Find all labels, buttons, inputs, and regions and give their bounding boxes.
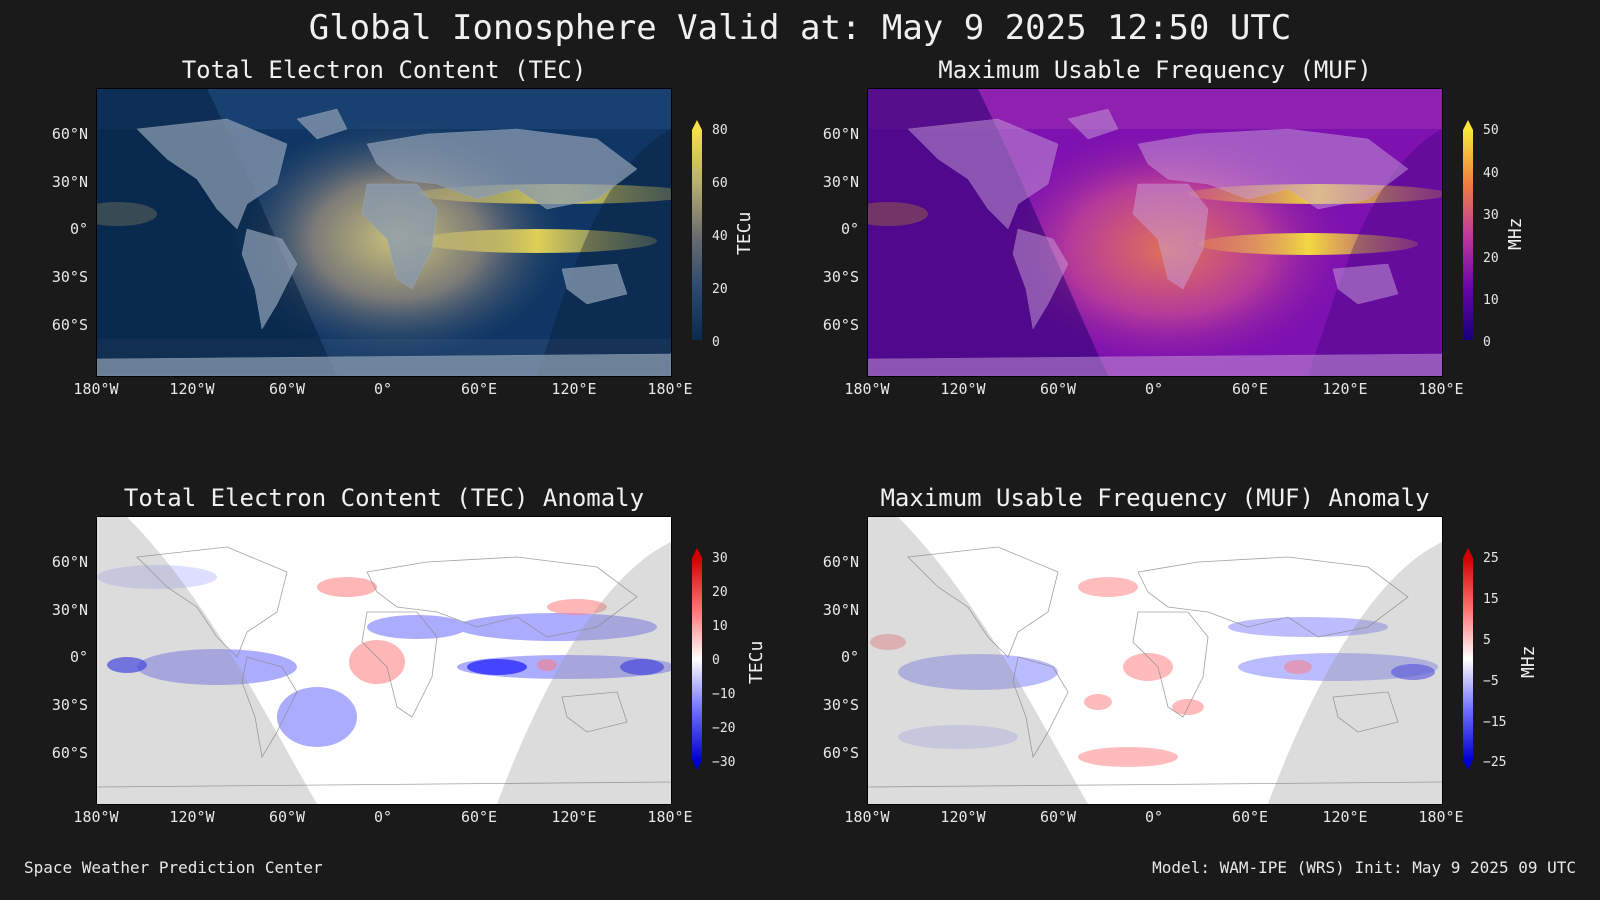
tec-anomaly-colorbar-tick: 10: [712, 619, 728, 634]
muf-anomaly-lat-tick: 30°S: [822, 696, 859, 714]
muf-colorbar-tick: 0: [1483, 335, 1491, 350]
tec-colorbar-extend: [692, 120, 702, 130]
tec-colorbar: [692, 130, 702, 340]
muf-anomaly-colorbar-extend-top: [1463, 548, 1473, 558]
tec-colorbar-tick: 0: [712, 335, 720, 350]
muf-panel-title: Maximum Usable Frequency (MUF): [938, 56, 1372, 84]
tec-anomaly-colorbar-tick: −10: [712, 687, 736, 702]
footer-credit: Space Weather Prediction Center: [24, 858, 323, 877]
muf-anomaly-colorbar-unit: MHz: [1518, 645, 1539, 678]
tec-anomaly-panel-title: Total Electron Content (TEC) Anomaly: [123, 484, 645, 512]
muf-anomaly-lon-tick: 60°E: [1231, 808, 1269, 826]
tec-anomaly-lat-tick: 60°S: [51, 744, 88, 762]
tec-panel-title: Total Electron Content (TEC): [181, 56, 587, 84]
muf-anomaly-colorbar-tick: 5: [1483, 633, 1491, 648]
tec-anomaly-lat-tick: 60°N: [51, 553, 88, 571]
tec-anomaly-colorbar-tick: 20: [712, 585, 728, 600]
tec-anomaly-lon-tick: 60°E: [460, 808, 498, 826]
muf-anomaly-colorbar-tick: −15: [1483, 715, 1507, 730]
muf-colorbar-tick: 30: [1483, 208, 1499, 223]
muf-lat-tick: 60°S: [822, 316, 859, 334]
muf-anomaly-lon-tick: 120°E: [1322, 808, 1368, 826]
tec-anomaly-colorbar-unit: TECu: [746, 640, 767, 684]
tec-anomaly-lon-tick: 0°: [373, 808, 393, 826]
muf-anomaly-map: [867, 516, 1443, 805]
tec-anomaly-lon-tick: 180°W: [73, 808, 119, 826]
tec-anomaly-lat-tick: 30°S: [51, 696, 88, 714]
muf-lon-tick: 120°W: [940, 380, 986, 398]
muf-colorbar-tick: 10: [1483, 293, 1499, 308]
muf-lat-tick: 30°N: [822, 173, 859, 191]
tec-map: [96, 88, 672, 377]
muf-lon-tick: 120°E: [1322, 380, 1368, 398]
tec-anomaly-lon-tick: 120°W: [169, 808, 215, 826]
muf-anomaly-colorbar-extend-bottom: [1463, 760, 1473, 770]
tec-lon-tick: 0°: [373, 380, 393, 398]
muf-colorbar-extend: [1463, 120, 1473, 130]
footer-model-info: Model: WAM-IPE (WRS) Init: May 9 2025 09…: [1152, 858, 1576, 877]
tec-lon-tick: 180°W: [73, 380, 119, 398]
muf-lat-tick: 0°: [840, 220, 859, 238]
tec-anomaly-colorbar-tick: 0: [712, 653, 720, 668]
muf-anomaly-lon-tick: 60°W: [1039, 808, 1077, 826]
tec-anomaly-colorbar-extend-top: [692, 548, 702, 558]
muf-anomaly-colorbar-tick: −25: [1483, 755, 1507, 770]
muf-anomaly-lon-tick: 180°E: [1418, 808, 1464, 826]
muf-lat-tick: 30°S: [822, 268, 859, 286]
muf-anomaly-lat-tick: 60°N: [822, 553, 859, 571]
muf-anomaly-colorbar-tick: −5: [1483, 674, 1499, 689]
tec-lon-tick: 180°E: [647, 380, 693, 398]
tec-colorbar-unit: TECu: [734, 211, 755, 255]
tec-lat-tick: 0°: [69, 220, 88, 238]
tec-anomaly-lon-tick: 180°E: [647, 808, 693, 826]
muf-lon-tick: 0°: [1144, 380, 1164, 398]
muf-lon-tick: 180°W: [844, 380, 890, 398]
muf-lon-tick: 60°W: [1039, 380, 1077, 398]
muf-anomaly-lon-tick: 120°W: [940, 808, 986, 826]
tec-lat-tick: 60°N: [51, 125, 88, 143]
muf-map: [867, 88, 1443, 377]
muf-lat-tick: 60°N: [822, 125, 859, 143]
tec-lat-tick: 60°S: [51, 316, 88, 334]
muf-colorbar-unit: MHz: [1505, 217, 1526, 250]
tec-anomaly-colorbar-tick: 30: [712, 551, 728, 566]
muf-anomaly-lon-tick: 180°W: [844, 808, 890, 826]
muf-colorbar-tick: 50: [1483, 123, 1499, 138]
tec-anomaly-lon-tick: 60°W: [268, 808, 306, 826]
muf-colorbar-tick: 20: [1483, 251, 1499, 266]
muf-colorbar-tick: 40: [1483, 166, 1499, 181]
muf-anomaly-lat-tick: 0°: [840, 648, 859, 666]
tec-anomaly-colorbar-tick: −20: [712, 721, 736, 736]
tec-lon-tick: 60°W: [268, 380, 306, 398]
tec-anomaly-colorbar: [692, 558, 702, 760]
tec-colorbar-tick: 20: [712, 282, 728, 297]
tec-anomaly-map: [96, 516, 672, 805]
tec-lon-tick: 120°W: [169, 380, 215, 398]
tec-colorbar-tick: 60: [712, 176, 728, 191]
muf-anomaly-lat-tick: 60°S: [822, 744, 859, 762]
tec-colorbar-tick: 40: [712, 229, 728, 244]
muf-anomaly-colorbar: [1463, 558, 1473, 760]
muf-colorbar: [1463, 130, 1473, 340]
muf-anomaly-colorbar-tick: 15: [1483, 592, 1499, 607]
tec-lat-tick: 30°S: [51, 268, 88, 286]
muf-anomaly-lon-tick: 0°: [1144, 808, 1164, 826]
tec-lon-tick: 60°E: [460, 380, 498, 398]
tec-colorbar-tick: 80: [712, 123, 728, 138]
tec-lon-tick: 120°E: [551, 380, 597, 398]
tec-anomaly-colorbar-tick: −30: [712, 755, 736, 770]
muf-lon-tick: 60°E: [1231, 380, 1269, 398]
muf-anomaly-colorbar-tick: 25: [1483, 551, 1499, 566]
tec-anomaly-lat-tick: 0°: [69, 648, 88, 666]
muf-lon-tick: 180°E: [1418, 380, 1464, 398]
tec-anomaly-lon-tick: 120°E: [551, 808, 597, 826]
tec-anomaly-lat-tick: 30°N: [51, 601, 88, 619]
page-title: Global Ionosphere Valid at: May 9 2025 1…: [308, 8, 1292, 48]
tec-anomaly-colorbar-extend-bottom: [692, 760, 702, 770]
tec-lat-tick: 30°N: [51, 173, 88, 191]
muf-anomaly-panel-title: Maximum Usable Frequency (MUF) Anomaly: [880, 484, 1430, 512]
muf-anomaly-lat-tick: 30°N: [822, 601, 859, 619]
